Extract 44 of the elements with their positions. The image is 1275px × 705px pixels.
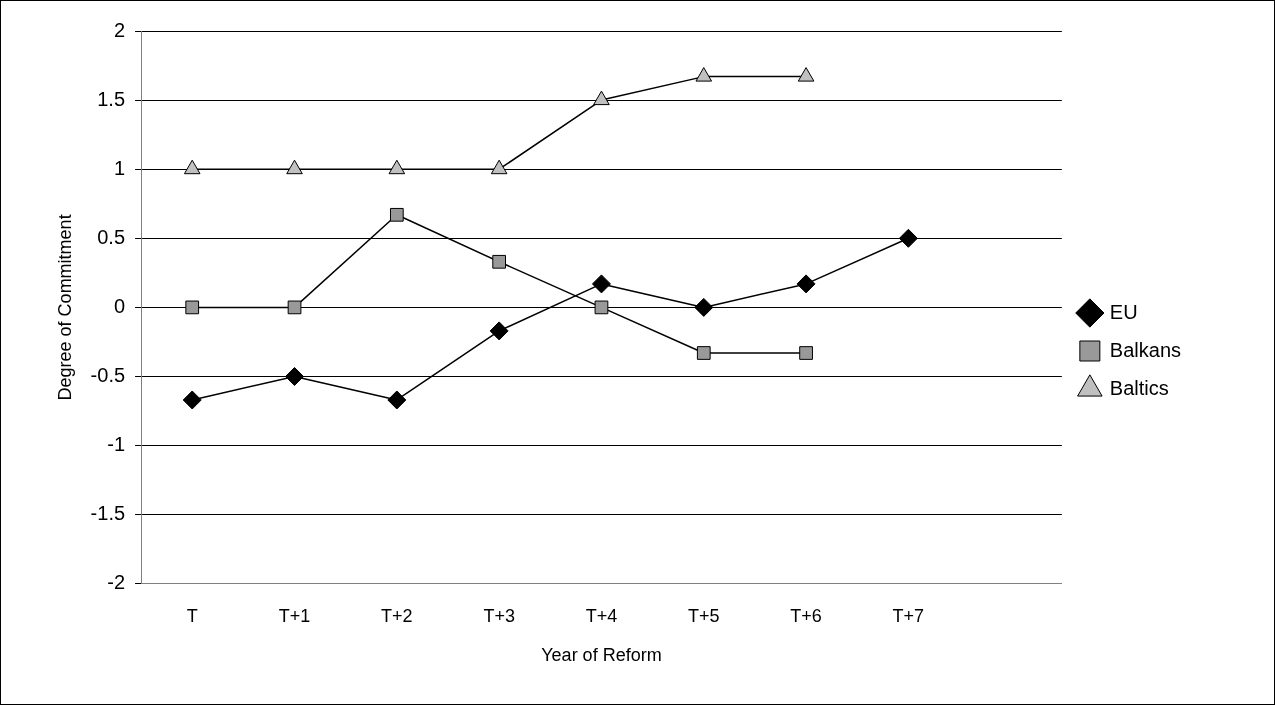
point xyxy=(388,159,406,175)
y-tick-label: 0 xyxy=(113,294,126,317)
point xyxy=(490,159,508,175)
y-tick-label: -1.5 xyxy=(90,502,126,525)
x-tick-label: T+6 xyxy=(790,605,822,626)
point xyxy=(797,67,815,82)
y-tick-label: 2 xyxy=(113,18,126,41)
point xyxy=(593,90,610,106)
y-axis-title: Degree of Commitment xyxy=(54,214,75,401)
point xyxy=(898,228,918,248)
point xyxy=(492,254,507,269)
y-tick-label: 1 xyxy=(113,156,126,179)
x-tick-label: T+5 xyxy=(688,605,720,626)
y-tick-label: 1.5 xyxy=(97,87,126,110)
y-tick-label: -1 xyxy=(107,433,126,456)
legend-label: Balkans xyxy=(1109,338,1181,361)
point xyxy=(696,346,711,360)
point xyxy=(694,297,714,317)
point xyxy=(287,300,302,315)
y-tick-label: -2 xyxy=(107,571,126,594)
x-tick-label: T+4 xyxy=(585,605,618,626)
legend-label: EU xyxy=(1109,300,1138,323)
point xyxy=(796,274,816,294)
x-tick-label: T+2 xyxy=(381,605,413,626)
point xyxy=(389,207,404,222)
point xyxy=(286,159,303,175)
point xyxy=(387,390,407,410)
point xyxy=(285,367,305,386)
legend-label: Baltics xyxy=(1109,376,1169,399)
x-tick-label: T+3 xyxy=(483,605,515,626)
point xyxy=(594,300,609,315)
point xyxy=(591,274,611,294)
x-tick-label: T xyxy=(186,605,198,626)
x-tick-label: T+7 xyxy=(892,605,925,626)
point xyxy=(185,300,200,315)
point xyxy=(489,321,509,341)
y-tick-label: -0.5 xyxy=(90,364,126,387)
x-tick-label: T+1 xyxy=(278,605,311,626)
point xyxy=(695,67,713,82)
x-axis-title: Year of Reform xyxy=(541,645,662,666)
point xyxy=(799,346,813,360)
point xyxy=(183,159,201,175)
point xyxy=(182,390,202,410)
y-tick-label: 0.5 xyxy=(97,225,126,248)
